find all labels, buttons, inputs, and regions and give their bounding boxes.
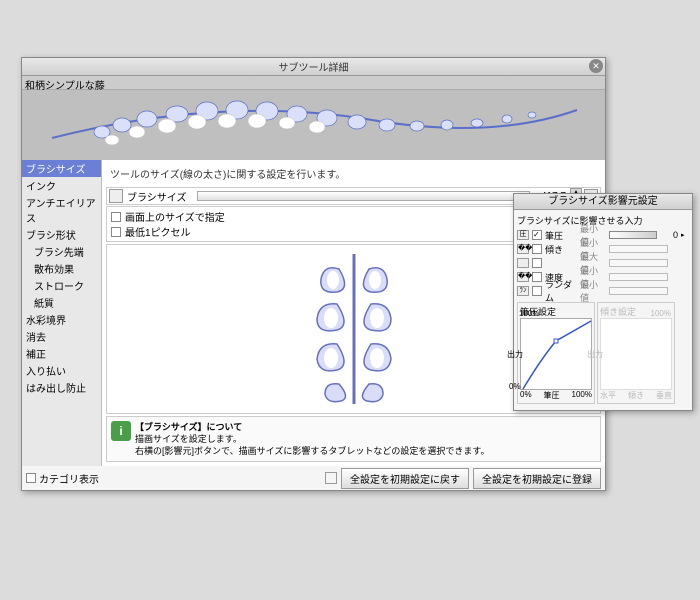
sidebar-item[interactable]: 紙質: [22, 294, 101, 311]
source-slider: [609, 287, 668, 295]
sidebar-item[interactable]: インク: [22, 177, 101, 194]
source-tag-icon: [517, 258, 529, 268]
source-name: ランダム: [545, 278, 577, 304]
screen-size-label: 画面上のサイズで指定: [125, 209, 225, 224]
tilt-graph: 出力 100%: [600, 318, 672, 390]
screen-size-checkbox[interactable]: [111, 212, 121, 222]
source-checkbox[interactable]: [532, 286, 542, 296]
sidebar-item[interactable]: ブラシ形状: [22, 226, 101, 243]
influence-popup: ブラシサイズ影響元設定 ブラシサイズに影響させる入力 圧筆圧最小値0▸��傾き最…: [513, 193, 693, 411]
sidebar-item[interactable]: 散布効果: [22, 260, 101, 277]
source-value: 0: [660, 230, 678, 240]
source-slider: [609, 259, 668, 267]
window-title: サブツール詳細: [279, 59, 349, 74]
brush-size-slider[interactable]: [197, 191, 530, 201]
source-checkbox[interactable]: [532, 230, 542, 240]
sidebar-item[interactable]: 入り払い: [22, 362, 101, 379]
sidebar-item[interactable]: ストローク: [22, 277, 101, 294]
source-slider[interactable]: [609, 231, 657, 239]
tool-name-label: 和柄シンプルな藤: [22, 76, 605, 90]
popup-title: ブラシサイズ影響元設定: [514, 194, 692, 210]
pressure-graph[interactable]: 出力 100% 0%: [520, 318, 592, 390]
source-slider: [609, 245, 668, 253]
category-show-label: カテゴリ表示: [39, 471, 99, 486]
source-checkbox[interactable]: [532, 258, 542, 268]
source-tag-icon: ��: [517, 244, 529, 254]
sidebar-item[interactable]: 補正: [22, 345, 101, 362]
reset-icon[interactable]: [325, 472, 337, 484]
setting-description: ツールのサイズ(線の太さ)に関する設定を行います。: [106, 164, 601, 187]
source-checkbox[interactable]: [532, 272, 542, 282]
min-1px-label: 最低1ピクセル: [125, 224, 191, 239]
save-all-button[interactable]: 全設定を初期設定に登録: [473, 468, 601, 489]
brush-preview: [22, 90, 605, 160]
info-line2: 右横の[影響元]ボタンで、描画サイズに影響するタブレットなどの設定を選択できます…: [135, 445, 489, 457]
min-1px-checkbox[interactable]: [111, 227, 121, 237]
y-axis-label: 出力: [507, 349, 523, 360]
influence-source-row: ﾗﾝランダム最小値: [517, 284, 689, 298]
source-checkbox[interactable]: [532, 244, 542, 254]
close-icon[interactable]: ✕: [589, 59, 603, 73]
source-slider: [609, 273, 668, 281]
category-sidebar: ブラシサイズインクアンチエイリアスブラシ形状ブラシ先端散布効果ストローク紙質水彩…: [22, 160, 102, 466]
title-bar[interactable]: サブツール詳細 ✕: [22, 58, 605, 76]
category-show-checkbox[interactable]: [26, 473, 36, 483]
source-tag-icon: ��: [517, 272, 529, 282]
info-icon: i: [111, 421, 131, 441]
sidebar-item[interactable]: はみ出し防止: [22, 379, 101, 396]
sidebar-item[interactable]: ブラシ先端: [22, 243, 101, 260]
source-name: 筆圧: [545, 229, 577, 242]
reset-all-button[interactable]: 全設定を初期設定に戻す: [341, 468, 469, 489]
param-label: ブラシサイズ: [127, 189, 197, 204]
info-line1: 描画サイズを設定します。: [135, 433, 489, 445]
spinner-icon[interactable]: ▸: [681, 231, 689, 239]
source-tag-icon: 圧: [517, 230, 529, 240]
source-tag-icon: ﾗﾝ: [517, 286, 529, 296]
pressure-graph-box: 筆圧設定 出力 100% 0% 0% 筆圧 100%: [517, 302, 595, 404]
sidebar-item[interactable]: 水彩境界: [22, 311, 101, 328]
sidebar-item[interactable]: 消去: [22, 328, 101, 345]
info-box: i 【ブラシサイズ】について 描画サイズを設定します。 右横の[影響元]ボタンで…: [106, 416, 601, 462]
info-title: 【ブラシサイズ】について: [135, 421, 489, 433]
footer-bar: カテゴリ表示 全設定を初期設定に戻す 全設定を初期設定に登録: [22, 466, 605, 490]
toggle-icon[interactable]: [109, 189, 123, 203]
tilt-graph-box: 傾き設定 出力 100% 水平 傾き 垂直: [597, 302, 675, 404]
sidebar-item[interactable]: アンチエイリアス: [22, 194, 101, 226]
sidebar-item[interactable]: ブラシサイズ: [22, 160, 101, 177]
source-name: 傾き: [545, 243, 577, 256]
source-min-label: 最小値: [580, 278, 606, 304]
